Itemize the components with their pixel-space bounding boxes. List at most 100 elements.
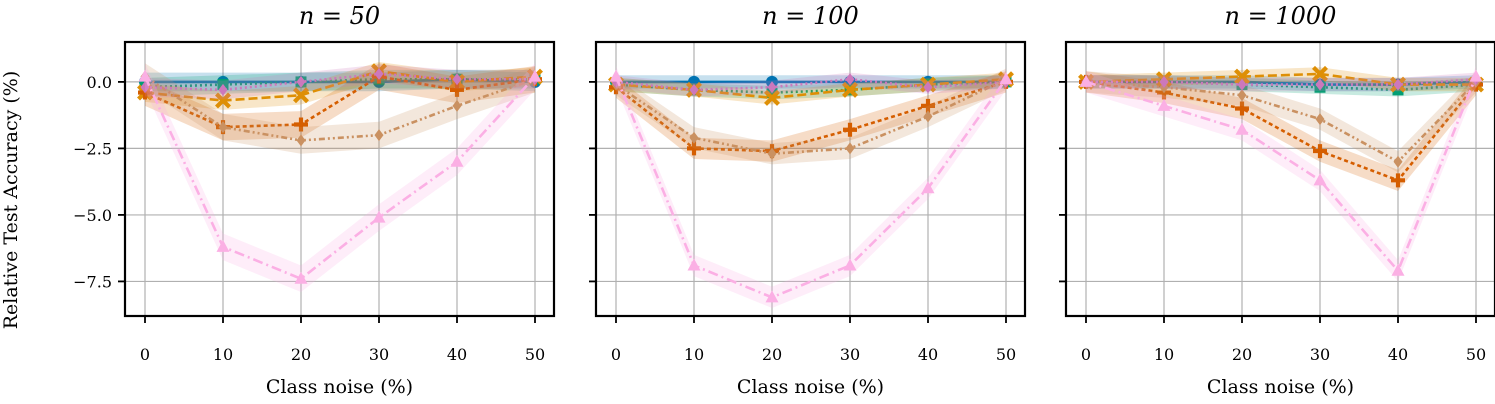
data-point-vermillion-40: [1391, 173, 1405, 188]
data-point-pink-20: [294, 271, 308, 284]
data-point-pink-20: [1235, 122, 1249, 135]
y-tick-label: −5.0: [73, 206, 112, 225]
data-point-pink-0: [609, 69, 623, 82]
x-axis-label: Class noise (%): [1207, 376, 1354, 398]
data-point-tan-30: [845, 142, 855, 155]
data-point-pink-40: [1391, 263, 1405, 276]
data-point-orange-10: [215, 92, 231, 109]
data-point-purple-30: [845, 73, 855, 86]
data-point-pink-40: [450, 154, 464, 167]
data-point-tan-20: [296, 134, 306, 147]
panel-title: n = 100: [762, 2, 859, 30]
series-band-tan: [616, 68, 1006, 165]
x-tick-label: 20: [762, 345, 782, 364]
series-band-vermillion: [616, 71, 1006, 162]
data-point-pink-50: [528, 69, 542, 82]
series-line-vermillion: [144, 75, 536, 129]
data-point-tan-10: [689, 131, 699, 144]
x-tick-label: 30: [1310, 345, 1330, 364]
data-point-pink-40: [921, 181, 935, 194]
data-point-tan-40: [452, 99, 462, 112]
y-tick-label: −2.5: [73, 139, 112, 158]
series-purple: [1081, 72, 1481, 92]
data-point-vermillion-30: [843, 122, 857, 137]
data-point-purple-20: [1237, 78, 1247, 91]
series-line-orange: [144, 69, 536, 102]
series-band-orange: [616, 72, 1006, 105]
series-line-tan: [144, 75, 536, 142]
plot-frame: [123, 40, 556, 318]
data-point-purple-10: [218, 83, 228, 96]
series-purple: [140, 64, 540, 100]
panels: n = 50 0 10 20 30 40 50 0.0 −2.5 −5.0 −7.5 Class no…: [73, 2, 1495, 398]
x-tick-label: 10: [684, 345, 704, 364]
x-tick-label: 40: [1388, 345, 1408, 364]
x-tick-label: 50: [525, 345, 545, 364]
series-line-pink: [1085, 76, 1478, 274]
data-point-purple-30: [374, 67, 384, 80]
data-point-pink-10: [1157, 98, 1171, 111]
series-line-purple: [1086, 77, 1477, 86]
data-point-tan-20: [767, 147, 777, 160]
series-line-tan: [615, 78, 1007, 156]
panel-3: n = 1000 0 10 20 30 40 50 Class noise (%): [1059, 2, 1495, 398]
data-point-purple-30: [1315, 78, 1325, 91]
data-point-tan-10: [218, 121, 228, 134]
data-point-tan-30: [1315, 113, 1325, 126]
data-point-orange-30: [842, 81, 858, 98]
data-point-pink-30: [372, 210, 386, 223]
data-point-purple-10: [689, 83, 699, 96]
data-point-purple-20: [767, 81, 777, 94]
x-tick-label: 30: [840, 345, 860, 364]
series-line-vermillion: [615, 80, 1007, 153]
x-tick-label: 50: [1466, 345, 1486, 364]
data-point-pink-50: [999, 72, 1013, 85]
data-point-purple-10: [1159, 75, 1169, 88]
x-tick-label: 0: [611, 345, 621, 364]
x-tick-label: 10: [1154, 345, 1174, 364]
data-point-purple-40: [452, 73, 462, 86]
x-tick-label: 0: [1081, 345, 1091, 364]
series-line-pink: [143, 75, 536, 281]
panel-title: n = 1000: [1225, 2, 1337, 30]
x-tick-label: 30: [369, 345, 389, 364]
panel-title: n = 50: [299, 2, 380, 30]
y-tick-label: 0.0: [87, 73, 112, 92]
series-line-tan: [1085, 80, 1477, 164]
data-point-orange-20: [293, 87, 309, 104]
series-line-vermillion: [1085, 80, 1478, 182]
panel-1: n = 50 0 10 20 30 40 50 0.0 −2.5 −5.0 −7.5 Class no…: [73, 2, 556, 398]
data-point-tan-20: [1237, 89, 1247, 102]
y-tick-label: −7.5: [73, 272, 112, 291]
series-line-pink: [614, 76, 1008, 299]
data-point-purple-20: [296, 75, 306, 88]
series-band-tan: [145, 63, 535, 154]
data-point-vermillion-20: [1235, 101, 1249, 116]
x-axis-label: Class noise (%): [737, 376, 884, 398]
series-line-purple: [615, 77, 1007, 92]
panel-2: n = 100 0 10 20 30 40 50 Class noise (%): [589, 2, 1027, 398]
x-tick-label: 40: [447, 345, 467, 364]
data-point-orange-20: [1234, 68, 1250, 85]
x-tick-label: 20: [1232, 345, 1252, 364]
data-point-pink-30: [843, 258, 857, 271]
series-band-pink: [145, 63, 535, 293]
data-point-pink-50: [1469, 69, 1483, 82]
x-tick-label: 10: [213, 345, 233, 364]
data-point-tan-40: [1393, 155, 1403, 168]
data-point-tan-30: [374, 129, 384, 142]
series-band-orange: [1086, 67, 1476, 92]
data-point-vermillion-30: [1313, 144, 1327, 159]
x-tick-label: 40: [918, 345, 938, 364]
series-pink: [1079, 65, 1483, 282]
data-point-orange-20: [764, 89, 780, 106]
x-tick-label: 50: [996, 345, 1016, 364]
y-axis-label: Relative Test Accuracy (%): [0, 71, 22, 330]
data-point-pink-30: [1313, 173, 1327, 186]
series-band-vermillion: [145, 63, 535, 141]
data-point-purple-40: [1393, 78, 1403, 91]
x-axis-label: Class noise (%): [266, 376, 413, 398]
data-point-pink-0: [1079, 74, 1093, 87]
plot-frame: [1064, 40, 1495, 318]
